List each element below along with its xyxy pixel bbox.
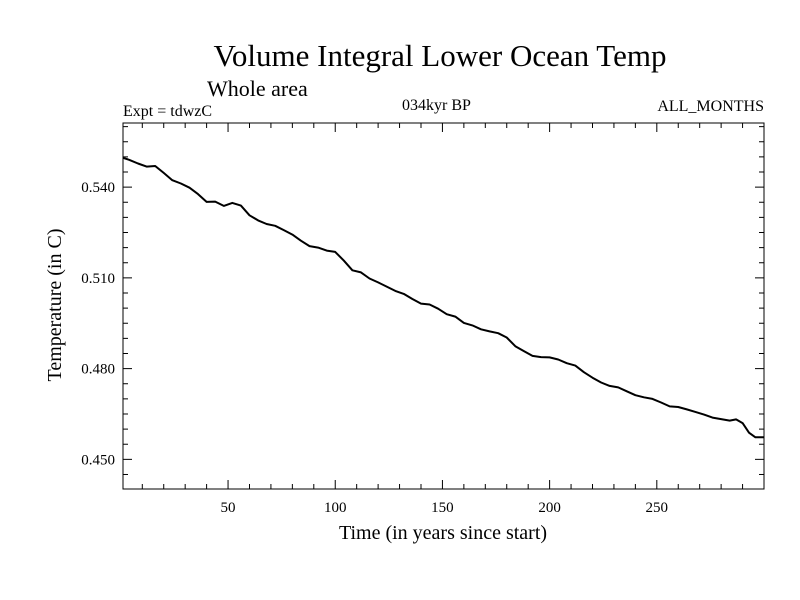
x-tick-label: 100 [324,500,347,516]
y-tick-label: 0.480 [81,362,115,378]
y-tick-label: 0.510 [81,271,115,287]
chart-title: Volume Integral Lower Ocean Temp [213,38,667,73]
x-tick-label: 50 [221,500,236,516]
x-axis-label: Time (in years since start) [339,522,547,544]
y-tick-label: 0.540 [81,180,115,196]
x-tick-label: 200 [538,500,561,516]
y-tick-label: 0.450 [81,452,115,468]
x-tick-label: 250 [646,500,669,516]
x-tick-label: 150 [431,500,454,516]
series-layer [122,156,764,439]
experiment-label: Expt = tdwzC [123,103,213,120]
plot-frame [122,122,765,490]
axis-ticks: 50 100 150 200 250 0.450 0.480 0.510 0.540 [81,123,764,516]
y-axis-label: Temperature (in C) [44,229,66,382]
period-label: 034kyr BP [402,97,471,114]
months-label: ALL_MONTHS [657,98,764,115]
series-line [122,156,764,439]
chart-subtitle: Whole area [207,76,308,101]
